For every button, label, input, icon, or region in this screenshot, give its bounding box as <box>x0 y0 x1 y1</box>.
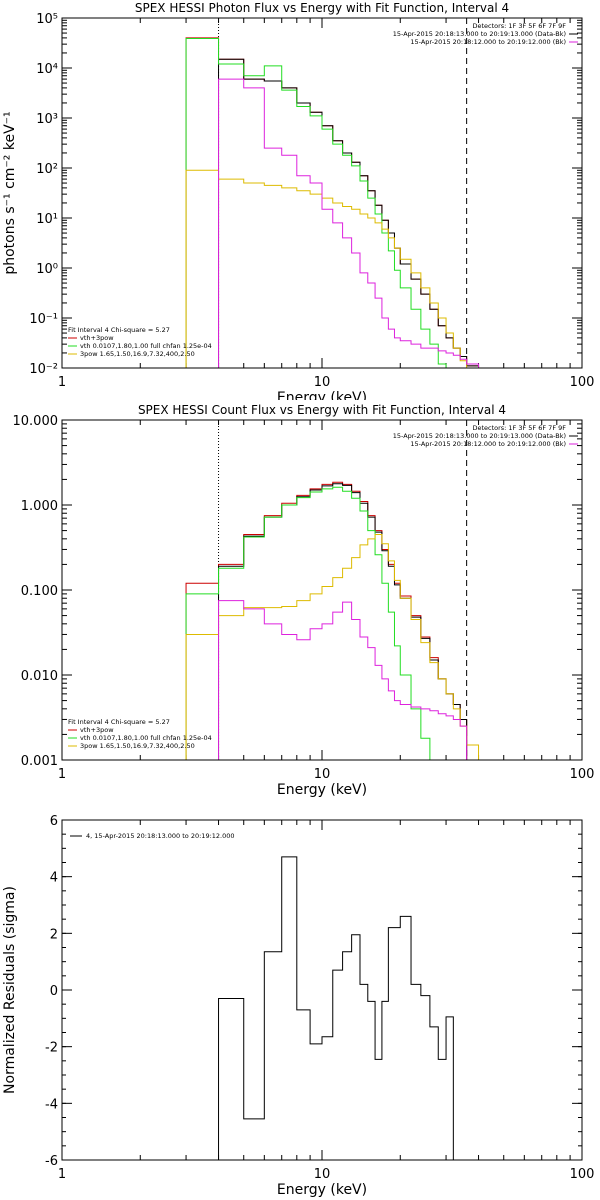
x-tick-label: 100 <box>570 767 595 782</box>
y-tick-label: 4 <box>50 871 58 886</box>
x-tick-label: 1 <box>58 1167 66 1182</box>
series-line-3pow <box>185 533 490 760</box>
fit-legend-line: 3pow 1.65,1.50,16.9,7.32,400,2.50 <box>80 350 195 358</box>
series-line-vth <box>185 37 454 368</box>
series-line-background <box>218 600 468 760</box>
series-line-background <box>218 78 480 368</box>
info-line: 15-Apr-2015 20:18:12.000 to 20:19:12.000… <box>410 440 566 448</box>
y-tick-label: 2 <box>50 927 58 942</box>
count-flux-chart: SPEX HESSI Count Flux vs Energy with Fit… <box>13 403 595 798</box>
series-group <box>185 37 480 368</box>
info-line: Detectors: 1F 3F 5F 6F 7F 9F <box>472 22 566 30</box>
series-group <box>218 856 454 1160</box>
y-tick-label: -6 <box>45 1154 58 1169</box>
series-line-data <box>218 58 480 368</box>
y-tick-label: 6 <box>50 814 58 829</box>
x-tick-label: 1 <box>58 767 66 782</box>
series-line-vth-3pow <box>185 481 468 760</box>
y-tick-label: 1.000 <box>21 499 58 514</box>
y-tick-label: -4 <box>45 1097 58 1112</box>
series-line-3pow <box>185 169 480 368</box>
y-axis-label: Normalized Residuals (sigma) <box>2 886 18 1094</box>
x-tick-label: 10 <box>314 375 331 390</box>
info-line: 15-Apr-2015 20:18:13.000 to 20:19:13.000… <box>393 30 566 38</box>
y-tick-label: 10⁴ <box>36 62 58 77</box>
x-tick-label: 100 <box>570 1167 595 1182</box>
series-line-vth <box>185 486 439 760</box>
photon-flux-chart: SPEX HESSI Photon Flux vs Energy with Fi… <box>2 1 595 400</box>
info-line: Detectors: 1F 3F 5F 6F 7F 9F <box>472 424 566 432</box>
y-tick-label: 10³ <box>36 112 58 127</box>
x-axis-label: Energy (keV) <box>277 782 367 798</box>
y-tick-label: 0.001 <box>21 754 58 769</box>
fit-legend-line: vth+3pow <box>80 726 114 734</box>
y-tick-label: 0 <box>50 984 58 999</box>
fit-legend-line: 3pow 1.65,1.50,16.9,7.32,400,2.50 <box>80 742 195 750</box>
y-tick-label: 10⁻² <box>29 362 58 377</box>
chart-title: SPEX HESSI Photon Flux vs Energy with Fi… <box>135 1 509 15</box>
residuals-chart: 1 10 100 -6 -4 -2 0 2 4 6 Energy (keV) Normalized R… <box>2 814 595 1198</box>
y-tick-label: 0.010 <box>21 669 58 684</box>
y-axis-label: photons s⁻¹ cm⁻² keV⁻¹ <box>2 111 18 274</box>
plot-frame <box>61 17 583 369</box>
y-tick-label: 10⁰ <box>36 262 58 277</box>
fit-legend-line: vth 0.0107,1.80,1.00 full chfan 1.25e-04 <box>80 734 212 742</box>
plot-frame <box>61 419 583 761</box>
x-axis-label: Energy (keV) <box>277 390 367 400</box>
fit-legend-line: vth+3pow <box>80 334 114 342</box>
x-tick-label: 10 <box>314 1167 331 1182</box>
plot-frame <box>61 819 583 1161</box>
series-group <box>185 481 490 760</box>
legend-entry: 4, 15-Apr-2015 20:18:13.000 to 20:19:12.… <box>86 832 235 840</box>
chart-title: SPEX HESSI Count Flux vs Energy with Fit… <box>138 403 506 417</box>
y-tick-label: 10¹ <box>36 212 58 227</box>
fit-legend-line: vth 0.0107,1.80,1.00 full chfan 1.25e-04 <box>80 342 212 350</box>
fit-legend-line: Fit Interval 4 Chi-square = 5.27 <box>68 718 170 726</box>
x-axis-label: Energy (keV) <box>277 1182 367 1198</box>
y-tick-label: 0.100 <box>21 584 58 599</box>
y-tick-label: -2 <box>45 1041 58 1056</box>
info-line: 15-Apr-2015 20:18:13.000 to 20:19:13.000… <box>393 432 566 440</box>
info-line: 15-Apr-2015 20:18:12.000 to 20:19:12.000… <box>410 38 566 46</box>
y-tick-label: 10.000 <box>13 414 59 429</box>
x-tick-label: 100 <box>570 375 595 390</box>
x-tick-label: 1 <box>58 375 66 390</box>
y-tick-label: 10² <box>36 162 58 177</box>
series-line-4-15-apr-2015-20-18-13-000-to-20-19-12-000 <box>218 856 454 1160</box>
fit-legend-line: Fit Interval 4 Chi-square = 5.27 <box>68 326 170 334</box>
y-tick-label: 10⁵ <box>36 12 58 27</box>
x-tick-label: 10 <box>314 767 331 782</box>
y-tick-label: 10⁻¹ <box>29 312 58 327</box>
